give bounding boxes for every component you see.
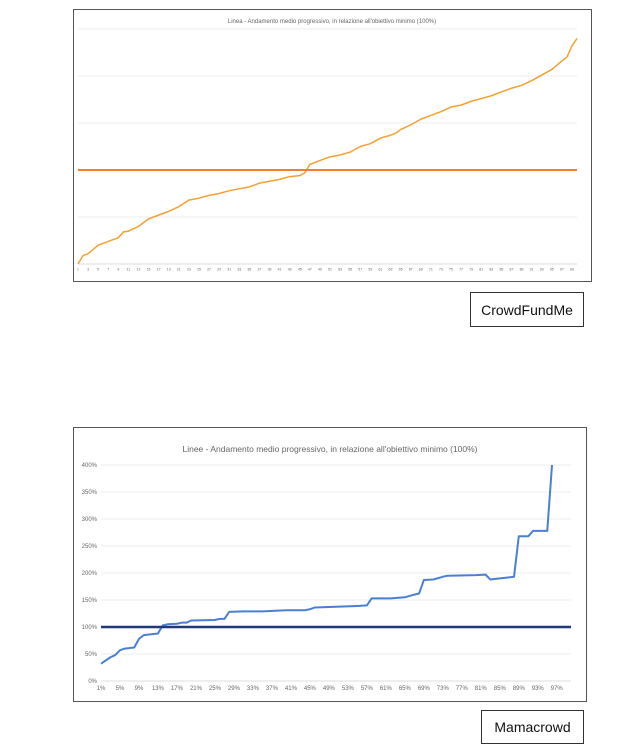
x-tick-label: 13 [137, 268, 141, 272]
x-tick-label: 57 [358, 268, 362, 272]
y-tick-label: 250% [82, 544, 98, 550]
chart-svg: Linee - Andamento medio progressivo, in … [82, 444, 571, 692]
x-tick-label: 29 [217, 268, 221, 272]
x-tick-label: 61% [380, 686, 393, 692]
x-tick-label: 21 [177, 268, 181, 272]
x-tick-label: 77% [456, 686, 469, 692]
x-tick-label: 57% [361, 686, 374, 692]
y-tick-label: 400% [82, 463, 98, 469]
x-tick-label: 87 [510, 268, 514, 272]
x-tick-label: 63 [389, 268, 393, 272]
x-tick-label: 1 [77, 268, 79, 272]
x-tick-label: 69 [419, 268, 423, 272]
x-tick-label: 9 [117, 268, 119, 272]
x-tick-label: 61 [378, 268, 382, 272]
x-tick-label: 13% [152, 686, 165, 692]
x-tick-label: 99 [570, 268, 574, 272]
chart-title: Linea - Andamento medio progressivo, in … [228, 19, 436, 25]
x-tick-label: 75 [449, 268, 453, 272]
y-tick-label: 150% [82, 598, 98, 604]
x-tick-label: 53 [338, 268, 342, 272]
x-tick-label: 37% [266, 686, 279, 692]
x-tick-label: 45 [298, 268, 302, 272]
x-tick-label: 89% [513, 686, 526, 692]
x-tick-label: 33 [237, 268, 241, 272]
crowdfundme-chart: Linea - Andamento medio progressivo, in … [73, 9, 592, 282]
x-tick-label: 53% [342, 686, 355, 692]
x-tick-label: 97 [560, 268, 564, 272]
x-tick-label: 5 [97, 268, 99, 272]
chart-svg: Linea - Andamento medio progressivo, in … [77, 19, 578, 272]
y-tick-label: 0% [88, 679, 97, 685]
y-tick-label: 200% [82, 571, 98, 577]
x-tick-label: 93 [540, 268, 544, 272]
x-tick-label: 97% [551, 686, 564, 692]
x-tick-label: 39 [268, 268, 272, 272]
x-tick-label: 17% [171, 686, 184, 692]
x-tick-label: 11 [127, 268, 131, 272]
x-tick-label: 95 [550, 268, 554, 272]
mamacrowd-chart: Linee - Andamento medio progressivo, in … [73, 427, 587, 702]
x-tick-label: 81 [479, 268, 483, 272]
x-tick-label: 23 [187, 268, 191, 272]
x-tick-label: 25 [197, 268, 201, 272]
x-tick-label: 37 [258, 268, 262, 272]
x-tick-label: 7 [107, 268, 109, 272]
x-tick-label: 79 [469, 268, 473, 272]
chart-title: Linee - Andamento medio progressivo, in … [182, 444, 477, 454]
x-tick-label: 29% [228, 686, 241, 692]
x-tick-label: 93% [532, 686, 545, 692]
x-tick-label: 85 [499, 268, 503, 272]
x-tick-label: 91 [530, 268, 534, 272]
caption-crowdfundme: CrowdFundMe [470, 292, 584, 327]
x-tick-label: 21% [190, 686, 203, 692]
x-tick-label: 73 [439, 268, 443, 272]
x-tick-label: 15 [147, 268, 151, 272]
progress-line [77, 37, 578, 265]
x-tick-label: 41 [278, 268, 282, 272]
x-tick-label: 59 [368, 268, 372, 272]
x-tick-label: 83 [489, 268, 493, 272]
x-tick-label: 73% [437, 686, 450, 692]
x-tick-label: 67 [409, 268, 413, 272]
y-tick-label: 300% [82, 517, 98, 523]
x-tick-label: 35 [247, 268, 251, 272]
progress-line [100, 464, 554, 665]
caption-mamacrowd: Mamacrowd [481, 710, 584, 744]
x-tick-label: 81% [475, 686, 488, 692]
y-tick-label: 350% [82, 490, 98, 496]
x-tick-label: 71 [429, 268, 433, 272]
x-tick-label: 33% [247, 686, 260, 692]
x-tick-label: 9% [135, 686, 144, 692]
y-tick-label: 50% [85, 652, 98, 658]
x-tick-label: 1% [97, 686, 106, 692]
x-tick-label: 77 [459, 268, 463, 272]
y-tick-label: 100% [82, 625, 98, 631]
x-tick-label: 3 [87, 268, 89, 272]
x-tick-label: 69% [418, 686, 431, 692]
x-tick-label: 41% [285, 686, 298, 692]
x-tick-label: 55 [348, 268, 352, 272]
x-tick-label: 17 [157, 268, 161, 272]
x-tick-label: 31 [227, 268, 231, 272]
x-tick-label: 5% [116, 686, 125, 692]
x-tick-label: 45% [304, 686, 317, 692]
x-tick-label: 47 [308, 268, 312, 272]
x-tick-label: 49% [323, 686, 336, 692]
x-tick-label: 27 [207, 268, 211, 272]
x-tick-label: 89 [520, 268, 524, 272]
x-tick-label: 43 [288, 268, 292, 272]
x-tick-label: 85% [494, 686, 507, 692]
x-tick-label: 25% [209, 686, 222, 692]
x-tick-label: 49 [318, 268, 322, 272]
x-tick-label: 19 [167, 268, 171, 272]
x-tick-label: 65% [399, 686, 412, 692]
x-tick-label: 51 [328, 268, 332, 272]
x-tick-label: 65 [399, 268, 403, 272]
